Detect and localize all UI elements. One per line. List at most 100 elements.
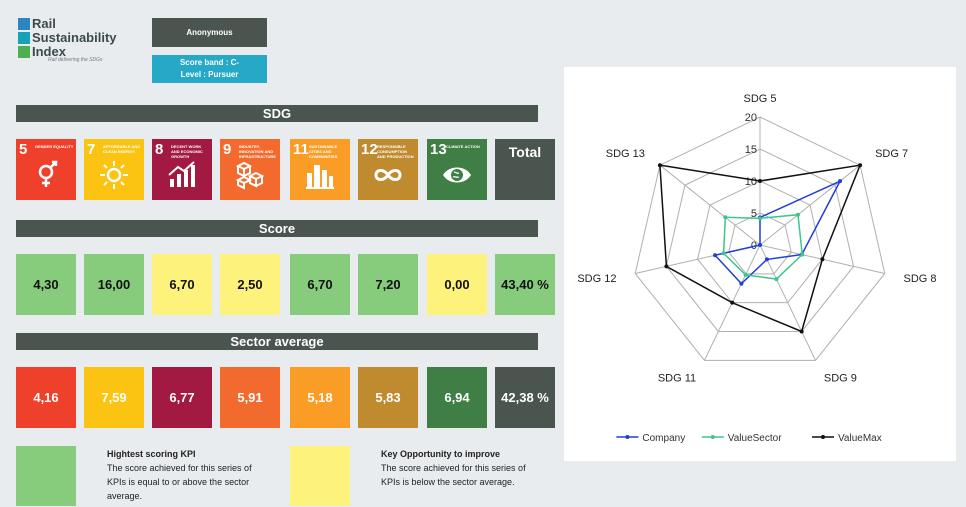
sdg-label: Responsible consumption and production	[377, 144, 414, 159]
company-name-button[interactable]: Anonymous	[152, 18, 267, 47]
score-value: 2,50	[220, 254, 280, 315]
data-point	[758, 216, 762, 221]
tick-label: 15	[745, 144, 757, 156]
sdg-label: Affordable and clean energy	[103, 144, 141, 154]
category-label: SDG 11	[658, 373, 696, 385]
data-point	[721, 251, 726, 256]
grid-ring	[728, 212, 792, 275]
category-label: SDG 12	[577, 273, 616, 285]
high-score-swatch	[16, 446, 76, 506]
logo-square-blue	[18, 18, 30, 30]
sdg-tile-7[interactable]: 7 Affordable and clean energy	[84, 139, 144, 200]
score-band-badge: Score band : C- Level : Pursuer	[152, 55, 267, 83]
legend-label: Company	[642, 433, 685, 444]
logo-word-1: Rail	[32, 16, 56, 31]
data-point	[799, 329, 804, 334]
growth-chart-icon	[168, 161, 195, 187]
sdg-tile-12[interactable]: 12 Responsible consumption and production	[358, 139, 418, 200]
sdg-tile-11[interactable]: 11 Sustainable cities and communities	[290, 139, 350, 200]
score-value: 0,00	[427, 254, 487, 315]
sdg-label: Decent work and economic growth	[171, 144, 203, 159]
category-label: SDG 5	[743, 93, 776, 105]
series-line	[713, 179, 842, 285]
sector-value: 6,94	[427, 367, 487, 428]
sdg-number: 13	[430, 141, 447, 158]
score-value: 6,70	[290, 254, 350, 315]
cubes-icon	[235, 161, 265, 190]
grid-ring	[665, 148, 855, 332]
sector-value: 7,59	[84, 367, 144, 428]
infinity-icon	[374, 169, 402, 181]
score-value: 4,30	[16, 254, 76, 315]
logo-tagline: Rail delivering the SDGs	[48, 57, 103, 63]
data-point	[657, 163, 662, 168]
tick-label: 5	[751, 208, 757, 220]
legend-marker	[821, 435, 825, 439]
data-point	[739, 281, 744, 286]
tick-label: 20	[745, 112, 757, 124]
sector-value: 5,91	[220, 367, 280, 428]
sdg-number: 11	[293, 141, 309, 158]
level-text: Level : Pursuer	[180, 70, 239, 79]
logo-square-teal	[18, 32, 30, 44]
sdg-number: 9	[223, 141, 232, 158]
high-score-text: The score achieved for this series of KP…	[107, 463, 252, 501]
eye-earth-icon	[443, 167, 471, 183]
sun-icon	[100, 161, 128, 189]
data-point	[838, 179, 843, 184]
data-point	[858, 163, 863, 168]
sdg-tile-9[interactable]: 9 Industry, innovation and infrastructure	[220, 139, 280, 200]
sdg-tile-5[interactable]: 5 Gender equality	[16, 139, 76, 200]
data-point	[800, 252, 805, 257]
sdg-number: 8	[155, 141, 164, 158]
opportunity-title: Key Opportunity to improve	[381, 449, 501, 459]
grid-ring	[634, 116, 886, 361]
total-tile: Total	[495, 139, 555, 200]
category-label: SDG 13	[606, 148, 645, 160]
city-icon	[306, 165, 334, 189]
logo-word-2: Sustainability	[32, 30, 117, 45]
opportunity-swatch	[290, 446, 350, 506]
grid-ring	[697, 180, 823, 304]
series-line	[659, 164, 862, 333]
sdg-header: SDG	[16, 105, 538, 122]
sector-value: 5,83	[358, 367, 418, 428]
sdg-number: 5	[19, 141, 28, 158]
category-label: SDG 8	[904, 273, 937, 285]
score-value: 6,70	[152, 254, 212, 315]
data-point	[723, 215, 728, 220]
opportunity-text: The score achieved for this series of KP…	[381, 463, 526, 487]
data-point	[774, 277, 779, 282]
data-point	[758, 179, 762, 183]
data-point	[664, 264, 669, 269]
data-point	[758, 243, 762, 247]
logo-square-green	[18, 46, 30, 58]
score-band-text: Score band : C-	[179, 58, 240, 67]
sector-value: 4,16	[16, 367, 76, 428]
sdg-number: 7	[87, 141, 96, 158]
gender-icon	[38, 160, 58, 187]
sdg-label: Climate action	[446, 144, 480, 149]
data-point	[820, 257, 825, 262]
score-value: 16,00	[84, 254, 144, 315]
grid-spoke	[659, 164, 761, 246]
score-total-value: 43,40 %	[495, 254, 555, 315]
high-score-title: Hightest scoring KPI	[107, 449, 196, 459]
legend-marker	[710, 435, 715, 439]
category-label: SDG 9	[824, 373, 857, 385]
data-point	[713, 253, 718, 258]
sdg-tile-8[interactable]: 8 Decent work and economic growth	[152, 139, 212, 200]
data-point	[730, 300, 735, 305]
opportunity-legend: Key Opportunity to improve The score ach…	[381, 447, 541, 489]
sdg-label: Sustainable cities and communities	[309, 144, 338, 159]
sdg-tile-13[interactable]: 13 Climate action	[427, 139, 487, 200]
high-score-legend: Hightest scoring KPI The score achieved …	[107, 447, 267, 503]
score-value: 7,20	[358, 254, 418, 315]
legend-label: ValueMax	[838, 433, 882, 444]
tick-label: 10	[745, 176, 757, 188]
sdg-label: Gender equality	[35, 144, 74, 149]
category-label: SDG 7	[875, 148, 908, 160]
logo-word-3: Index	[32, 44, 66, 59]
score-header: Score	[16, 220, 538, 237]
